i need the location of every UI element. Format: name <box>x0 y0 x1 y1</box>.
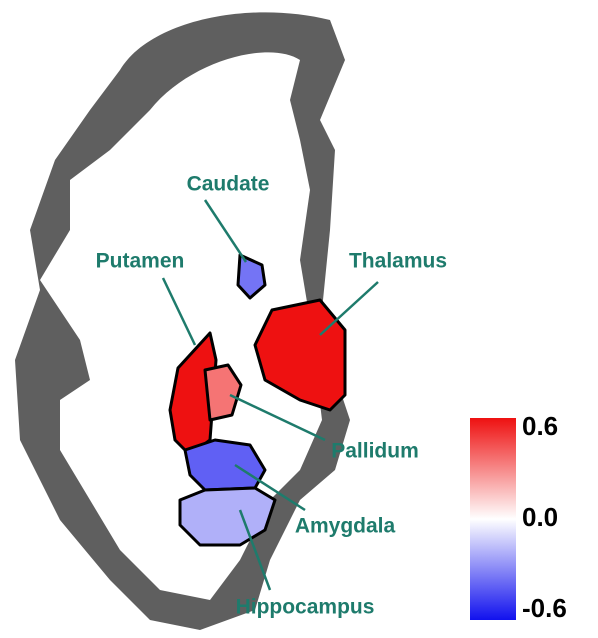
region-label: Thalamus <box>349 250 447 273</box>
region-label: Putamen <box>96 250 185 273</box>
region-label: Caudate <box>187 173 270 196</box>
region-label: Hippocampus <box>236 596 375 619</box>
region-label: Pallidum <box>331 440 419 463</box>
colorbar-tick-label: 0.0 <box>522 502 558 532</box>
colorbar <box>470 418 516 620</box>
region-label: Amygdala <box>295 515 396 538</box>
region <box>185 440 265 490</box>
figure: Caudate Putamen Thalamus Pallidum Amygdala Hi… <box>0 0 598 638</box>
colorbar-tick-label: 0.6 <box>522 411 558 441</box>
colorbar-tick-label: -0.6 <box>522 593 567 623</box>
